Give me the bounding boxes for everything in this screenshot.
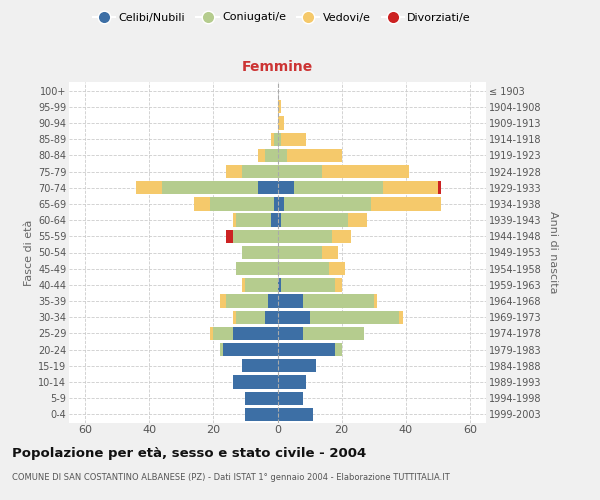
Bar bbox=[233, 214, 236, 227]
Bar bbox=[223, 343, 277, 356]
Bar bbox=[242, 165, 277, 178]
Bar bbox=[233, 310, 236, 324]
Bar bbox=[245, 408, 277, 421]
Bar bbox=[226, 165, 242, 178]
Bar bbox=[332, 230, 351, 243]
Bar bbox=[277, 198, 284, 210]
Bar bbox=[277, 148, 287, 162]
Text: Popolazione per età, sesso e stato civile - 2004: Popolazione per età, sesso e stato civil… bbox=[12, 448, 366, 460]
Bar bbox=[268, 294, 277, 308]
Bar bbox=[281, 278, 335, 291]
Bar bbox=[258, 148, 265, 162]
Bar bbox=[242, 246, 277, 259]
Bar bbox=[277, 310, 310, 324]
Bar bbox=[236, 310, 265, 324]
Bar bbox=[438, 181, 441, 194]
Bar bbox=[210, 327, 214, 340]
Bar bbox=[335, 343, 341, 356]
Bar bbox=[277, 230, 332, 243]
Bar bbox=[335, 278, 341, 291]
Bar bbox=[258, 181, 277, 194]
Bar bbox=[265, 148, 277, 162]
Bar bbox=[265, 310, 277, 324]
Bar bbox=[287, 148, 341, 162]
Bar bbox=[274, 132, 277, 146]
Bar bbox=[383, 181, 438, 194]
Bar bbox=[236, 214, 271, 227]
Bar bbox=[277, 408, 313, 421]
Bar bbox=[322, 165, 409, 178]
Bar bbox=[281, 214, 348, 227]
Bar bbox=[303, 327, 364, 340]
Bar bbox=[277, 392, 303, 405]
Bar bbox=[284, 198, 371, 210]
Bar bbox=[271, 214, 277, 227]
Bar bbox=[277, 278, 281, 291]
Bar bbox=[277, 165, 322, 178]
Bar bbox=[329, 262, 345, 276]
Bar bbox=[277, 214, 281, 227]
Bar bbox=[233, 327, 277, 340]
Bar bbox=[281, 132, 307, 146]
Bar bbox=[245, 278, 277, 291]
Bar bbox=[214, 327, 233, 340]
Bar bbox=[162, 181, 258, 194]
Bar bbox=[400, 310, 403, 324]
Bar bbox=[348, 214, 367, 227]
Bar bbox=[236, 262, 277, 276]
Bar bbox=[277, 132, 281, 146]
Bar bbox=[277, 262, 329, 276]
Bar bbox=[322, 246, 338, 259]
Bar bbox=[242, 278, 245, 291]
Bar bbox=[245, 392, 277, 405]
Bar bbox=[310, 310, 400, 324]
Y-axis label: Fasce di età: Fasce di età bbox=[23, 220, 34, 286]
Bar bbox=[277, 359, 316, 372]
Bar bbox=[277, 100, 281, 114]
Bar bbox=[277, 246, 322, 259]
Bar bbox=[303, 294, 374, 308]
Bar bbox=[371, 198, 441, 210]
Bar bbox=[277, 116, 284, 130]
Bar bbox=[194, 198, 210, 210]
Bar bbox=[277, 294, 303, 308]
Bar bbox=[274, 198, 277, 210]
Legend: Celibi/Nubili, Coniugati/e, Vedovi/e, Divorziati/e: Celibi/Nubili, Coniugati/e, Vedovi/e, Di… bbox=[89, 8, 475, 27]
Bar bbox=[277, 181, 293, 194]
Bar bbox=[220, 294, 226, 308]
Bar bbox=[233, 376, 277, 388]
Bar bbox=[293, 181, 383, 194]
Bar bbox=[277, 343, 335, 356]
Text: Femmine: Femmine bbox=[242, 60, 313, 74]
Y-axis label: Anni di nascita: Anni di nascita bbox=[548, 211, 558, 294]
Bar bbox=[210, 198, 274, 210]
Bar bbox=[233, 230, 277, 243]
Bar bbox=[136, 181, 162, 194]
Bar bbox=[226, 294, 268, 308]
Bar bbox=[277, 376, 307, 388]
Bar bbox=[374, 294, 377, 308]
Bar bbox=[226, 230, 233, 243]
Bar bbox=[271, 132, 274, 146]
Bar bbox=[242, 359, 277, 372]
Bar bbox=[220, 343, 223, 356]
Bar bbox=[277, 327, 303, 340]
Text: COMUNE DI SAN COSTANTINO ALBANESE (PZ) - Dati ISTAT 1° gennaio 2004 - Elaborazio: COMUNE DI SAN COSTANTINO ALBANESE (PZ) -… bbox=[12, 472, 450, 482]
